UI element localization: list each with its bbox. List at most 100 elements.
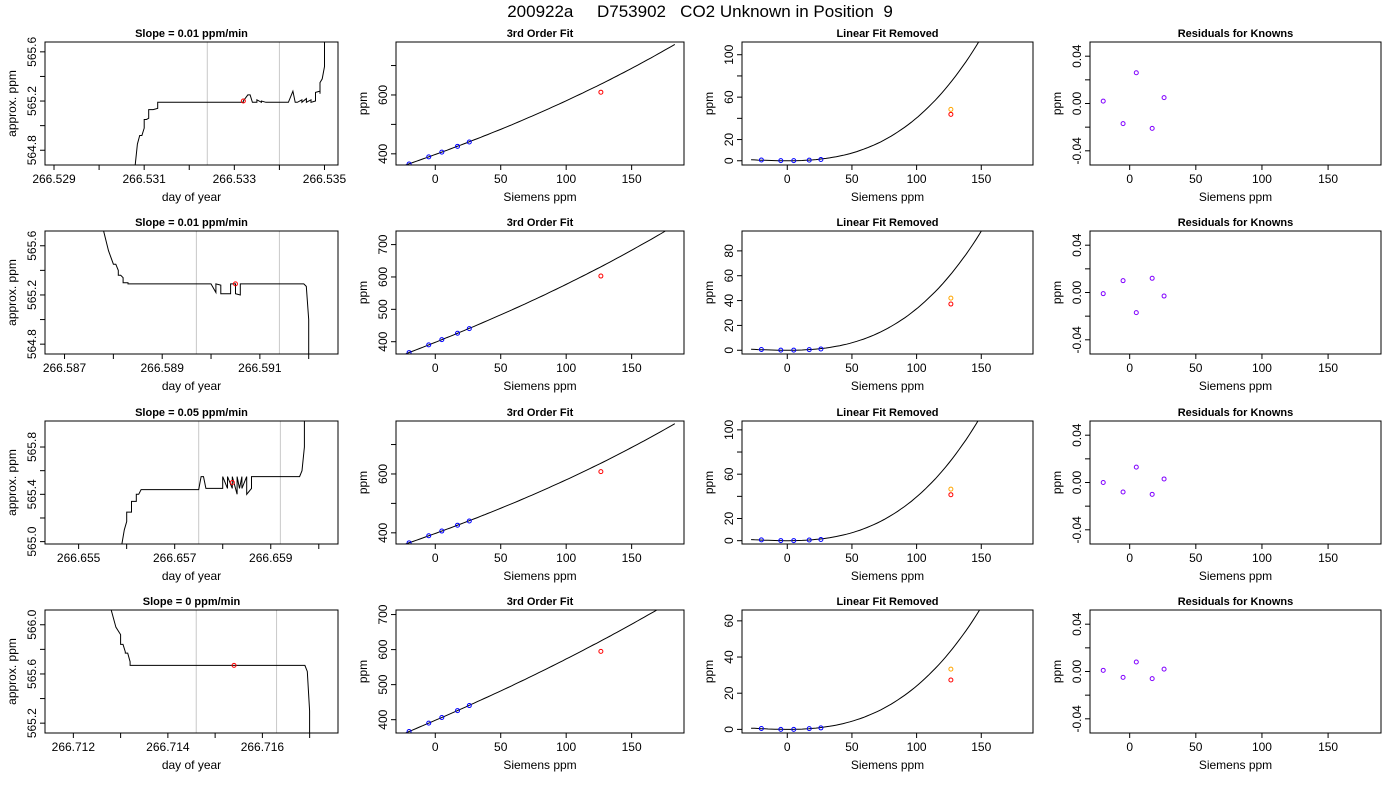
- data-point: [948, 295, 954, 301]
- x-tick-label: 100: [556, 551, 576, 565]
- y-tick-label: 565.0: [25, 526, 39, 556]
- chart-title: Slope = 0 ppm/min: [143, 596, 241, 608]
- plot-area: [403, 43, 676, 165]
- chart-panel-time: Slope = 0.01 ppm/min 266.529 266.531 266.53…: [5, 28, 346, 204]
- y-tick-label: 565.4: [25, 479, 39, 509]
- data-point: [1133, 70, 1139, 76]
- plot-area: [751, 42, 980, 164]
- y-axis-label: ppm: [702, 660, 716, 683]
- y-tick-label: 600: [376, 85, 390, 105]
- x-axis-label: Siemens ppm: [503, 379, 576, 393]
- x-tick-label: 0: [432, 172, 439, 186]
- data-point: [439, 337, 445, 343]
- data-point: [791, 538, 797, 544]
- x-axis-label: Siemens ppm: [503, 758, 576, 772]
- data-point: [806, 347, 812, 353]
- y-tick-label: 564.8: [25, 135, 39, 165]
- data-point: [948, 301, 954, 307]
- x-tick-label: 100: [907, 551, 927, 565]
- x-tick-label: 150: [622, 740, 642, 754]
- chart-panel-resid: Residuals for Knowns 0 50 100 150 -0.04 0.00 0.…: [1050, 28, 1382, 204]
- y-axis-label: approx. ppm: [5, 70, 19, 137]
- x-tick-label: 150: [1318, 361, 1338, 375]
- chart-title: Residuals for Knowns: [1178, 407, 1294, 419]
- data-point: [791, 347, 797, 353]
- data-point: [1161, 666, 1167, 672]
- plot-area: [751, 610, 981, 732]
- y-tick-label: 0.04: [1070, 423, 1084, 447]
- x-tick-label: 100: [556, 172, 576, 186]
- y-tick-label: 565.6: [25, 230, 39, 260]
- y-tick-label: 564.8: [25, 329, 39, 359]
- chart-title: Residuals for Knowns: [1178, 217, 1294, 229]
- data-point: [439, 528, 445, 534]
- plot-frame: [741, 420, 1034, 545]
- y-tick-label: 500: [376, 674, 390, 694]
- y-tick-label: 60: [722, 614, 736, 628]
- x-tick-label: 266.531: [122, 172, 166, 186]
- data-point: [1120, 121, 1126, 127]
- y-axis-label: ppm: [702, 471, 716, 494]
- plot-area: [403, 423, 676, 544]
- plot-area: [1100, 659, 1167, 682]
- chart-panel-fit: 3rd Order Fit 0 50 100 150 400 600 Siemens ppm p…: [356, 407, 685, 583]
- data-point: [818, 346, 824, 352]
- x-tick-label: 266.659: [249, 551, 293, 565]
- y-tick-label: 60: [722, 269, 736, 283]
- data-point: [455, 708, 461, 714]
- data-point: [1100, 480, 1106, 485]
- plot-frame: [44, 230, 339, 355]
- data-point: [818, 725, 824, 731]
- data-point: [778, 538, 784, 544]
- x-axis-label: day of year: [162, 569, 221, 583]
- y-tick-label: 400: [376, 331, 390, 351]
- y-tick-label: 400: [376, 143, 390, 163]
- data-point: [426, 154, 432, 160]
- y-tick-label: 20: [722, 512, 736, 526]
- x-tick-label: 266.712: [52, 740, 96, 754]
- chart-title: Slope = 0.01 ppm/min: [135, 28, 248, 40]
- y-axis-label: ppm: [356, 471, 370, 494]
- x-tick-label: 100: [1252, 361, 1272, 375]
- data-point: [240, 98, 246, 104]
- chart-title: 3rd Order Fit: [507, 28, 574, 40]
- chart-panel-time: Slope = 0 ppm/min 266.712 266.714 266.716 56…: [5, 596, 339, 772]
- x-tick-label: 50: [494, 172, 508, 186]
- data-point: [1161, 293, 1167, 299]
- y-axis-label: ppm: [1050, 660, 1064, 683]
- plot-frame: [1089, 609, 1382, 734]
- y-tick-label: 0.00: [1070, 470, 1084, 494]
- fit-curve: [751, 610, 981, 730]
- series-line: [134, 42, 325, 165]
- y-tick-label: 0.04: [1070, 44, 1084, 68]
- x-tick-label: 266.591: [238, 361, 282, 375]
- data-point: [406, 350, 412, 354]
- x-tick-label: 150: [1318, 740, 1338, 754]
- y-tick-label: 20: [722, 686, 736, 700]
- plot-frame: [44, 420, 339, 545]
- y-axis-label: ppm: [1050, 471, 1064, 494]
- data-point: [948, 677, 954, 683]
- data-point: [598, 273, 604, 279]
- x-axis-label: Siemens ppm: [851, 190, 924, 204]
- y-tick-label: 500: [376, 299, 390, 319]
- chart-title: Residuals for Knowns: [1178, 596, 1294, 608]
- x-tick-label: 0: [784, 172, 791, 186]
- x-axis-label: Siemens ppm: [851, 758, 924, 772]
- fit-curve: [403, 231, 667, 354]
- x-tick-label: 50: [845, 172, 859, 186]
- plot-frame: [44, 41, 339, 166]
- chart-panel-linear: Linear Fit Removed 0 50 100 150 0 20 60 100 Sieme…: [702, 28, 1034, 204]
- data-point: [466, 703, 472, 709]
- plot-frame: [395, 41, 685, 166]
- data-point: [598, 469, 604, 475]
- x-tick-label: 150: [622, 551, 642, 565]
- x-tick-label: 50: [1189, 361, 1203, 375]
- data-point: [948, 106, 954, 112]
- y-tick-label: 400: [376, 522, 390, 542]
- chart-title: Linear Fit Removed: [836, 596, 938, 608]
- data-point: [1120, 278, 1126, 284]
- x-tick-label: 0: [1126, 551, 1133, 565]
- chart-panel-resid: Residuals for Knowns 0 50 100 150 -0.04 0.00 0.…: [1050, 217, 1382, 393]
- y-tick-label: 40: [722, 294, 736, 308]
